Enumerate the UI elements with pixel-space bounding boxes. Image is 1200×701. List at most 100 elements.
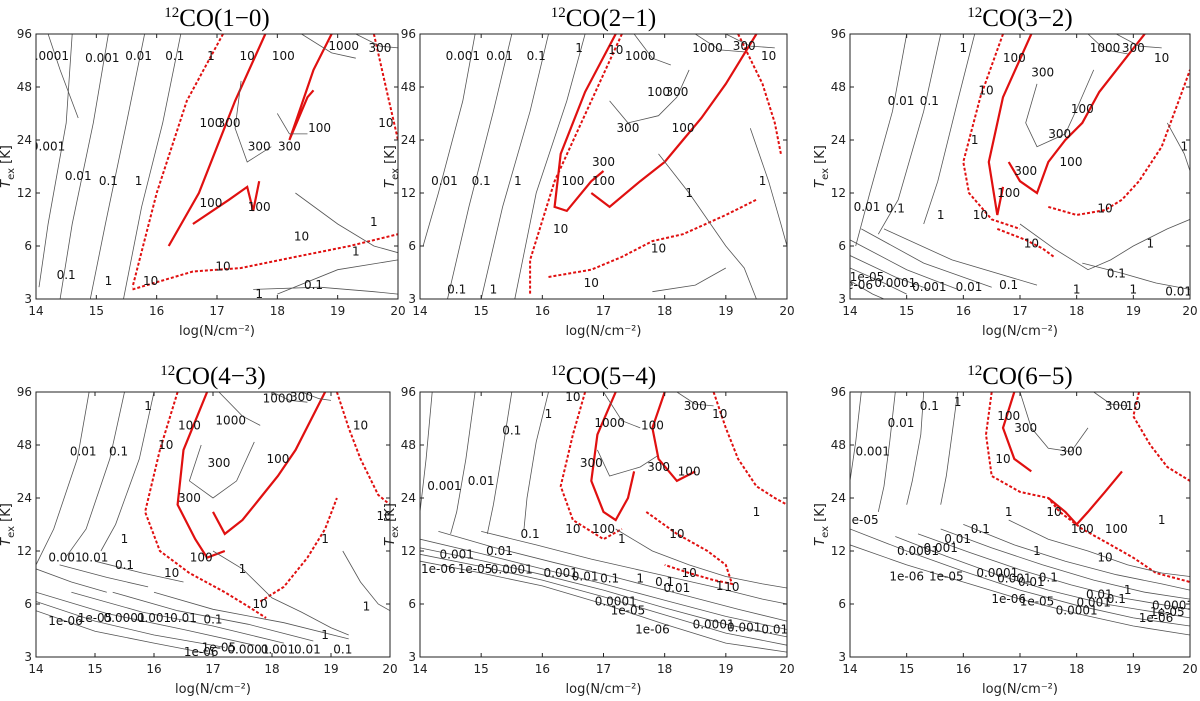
contour-label: 0.1 <box>333 643 352 657</box>
y-tick-label: 48 <box>17 80 32 94</box>
contour-label: 300 <box>580 456 603 470</box>
contour-level-0.1 <box>89 34 145 299</box>
y-tick-label: 48 <box>401 80 416 94</box>
x-tick-label: 20 <box>779 304 794 318</box>
contour-label: 0.1 <box>1039 570 1058 584</box>
contour-level-10 <box>996 227 1055 258</box>
contour-level-100 <box>1001 392 1032 473</box>
contour-label: 0.0001 <box>1056 604 1098 618</box>
contour-label: 0.0001 <box>897 544 939 558</box>
contour-label: 1e-06 <box>838 278 873 292</box>
contour-level-300 <box>1019 392 1089 453</box>
contour-label: 0.001 <box>912 280 946 294</box>
contour-level-1e-05 <box>420 553 787 646</box>
contour-label: 0.001 <box>855 445 889 459</box>
x-tick-label: 18 <box>657 662 672 676</box>
contour-label: 1 <box>363 600 371 614</box>
contour-label: 1 <box>636 571 644 585</box>
contour-label: 0.01 <box>486 544 513 558</box>
contour-label: 0.01 <box>65 169 92 183</box>
contour-level-10 <box>559 392 623 541</box>
x-tick-label: 19 <box>1126 662 1141 676</box>
contour-level-0.001 <box>850 239 958 290</box>
contour-label: 1000 <box>215 414 246 428</box>
contour-label: 1 <box>321 532 329 546</box>
y-tick-label: 24 <box>17 491 32 505</box>
contour-label: 100 <box>1105 522 1128 536</box>
contour-label: 0.1 <box>1107 592 1126 606</box>
contour-level-10 <box>984 392 1190 583</box>
contour-level-1000 <box>633 34 671 66</box>
contour-level-0.001 <box>38 34 73 288</box>
contour-label: 0.01 <box>1018 575 1045 589</box>
y-axis-label: Tex [K] <box>0 145 17 188</box>
y-tick-label: 12 <box>401 186 416 200</box>
contour-label: 10 <box>143 274 158 288</box>
contour-level-100 <box>192 180 261 225</box>
contour-level-0.1 <box>253 286 398 295</box>
panel-title: 12CO(1−0) <box>164 5 269 32</box>
contour-label: 300 <box>592 155 615 169</box>
contour-label: 300 <box>665 85 688 99</box>
contour-label: 1 <box>685 186 693 200</box>
contour-level-0.0001 <box>36 591 255 646</box>
x-axis-label: log(N/cm⁻²) <box>566 682 642 697</box>
contour-label: 10 <box>724 580 739 594</box>
x-tick-label: 14 <box>28 662 43 676</box>
contour-label: 0.01 <box>572 569 599 583</box>
contour-label: 10 <box>978 83 993 97</box>
x-tick-label: 18 <box>264 662 279 676</box>
contour-level-0.0001 <box>47 34 79 119</box>
contour-label: 1e-05 <box>850 270 885 284</box>
contour-level-10 <box>1048 69 1190 217</box>
contour-level-1000 <box>271 392 308 403</box>
contour-label: 10 <box>1097 201 1112 215</box>
y-tick-label: 96 <box>831 385 846 399</box>
y-axis-label: Tex [K] <box>383 503 401 546</box>
contour-level-1 <box>123 34 182 299</box>
contour-level-100 <box>176 392 226 560</box>
contour-label: 0.0001 <box>491 563 533 577</box>
contour-level-1e-06 <box>850 280 885 299</box>
contour-label: 10 <box>164 566 179 580</box>
contour-label: 0.1 <box>521 527 540 541</box>
contour-label: 0.01 <box>431 174 458 188</box>
contour-label: 0.1 <box>99 174 118 188</box>
y-axis-label: Tex [K] <box>813 145 831 188</box>
contour-level-1 <box>1019 219 1190 271</box>
contour-label: 0.1 <box>502 424 521 438</box>
contour-label: 1e-05 <box>929 569 964 583</box>
y-tick-label: 6 <box>24 239 32 253</box>
panel-title: 12CO(5−4) <box>551 363 656 390</box>
contour-label: 1000 <box>625 49 656 63</box>
x-tick-label: 20 <box>779 662 794 676</box>
contour-label: 0.01 <box>956 280 983 294</box>
y-tick-label: 6 <box>408 239 416 253</box>
contour-label: 10 <box>712 407 727 421</box>
contour-label: 100 <box>1003 51 1026 65</box>
contour-level-1 <box>295 192 398 254</box>
contour-label: 100 <box>308 121 331 135</box>
y-tick-label: 24 <box>831 491 846 505</box>
contour-label: 1e-05 <box>844 513 879 527</box>
contour-label: 1e-06 <box>1139 611 1174 625</box>
contour-label: 10 <box>215 259 230 273</box>
contour-level-100 <box>987 34 1033 216</box>
contour-label: 1000 <box>692 41 723 55</box>
contour-label: 1 <box>954 395 962 409</box>
contour-label: 1 <box>370 215 378 229</box>
x-tick-label: 19 <box>718 304 733 318</box>
x-tick-label: 19 <box>323 662 338 676</box>
x-tick-label: 15 <box>474 304 489 318</box>
contour-level-0.0001 <box>850 255 930 290</box>
contour-label: 0.1 <box>999 278 1018 292</box>
contour-label: 0.1 <box>304 278 323 292</box>
contour-level-10 <box>962 34 1021 230</box>
contour-label: 1000 <box>328 39 359 53</box>
contour-level-0.01 <box>855 34 908 247</box>
contour-label: 1 <box>514 174 522 188</box>
contour-label: 0.01 <box>82 551 109 565</box>
